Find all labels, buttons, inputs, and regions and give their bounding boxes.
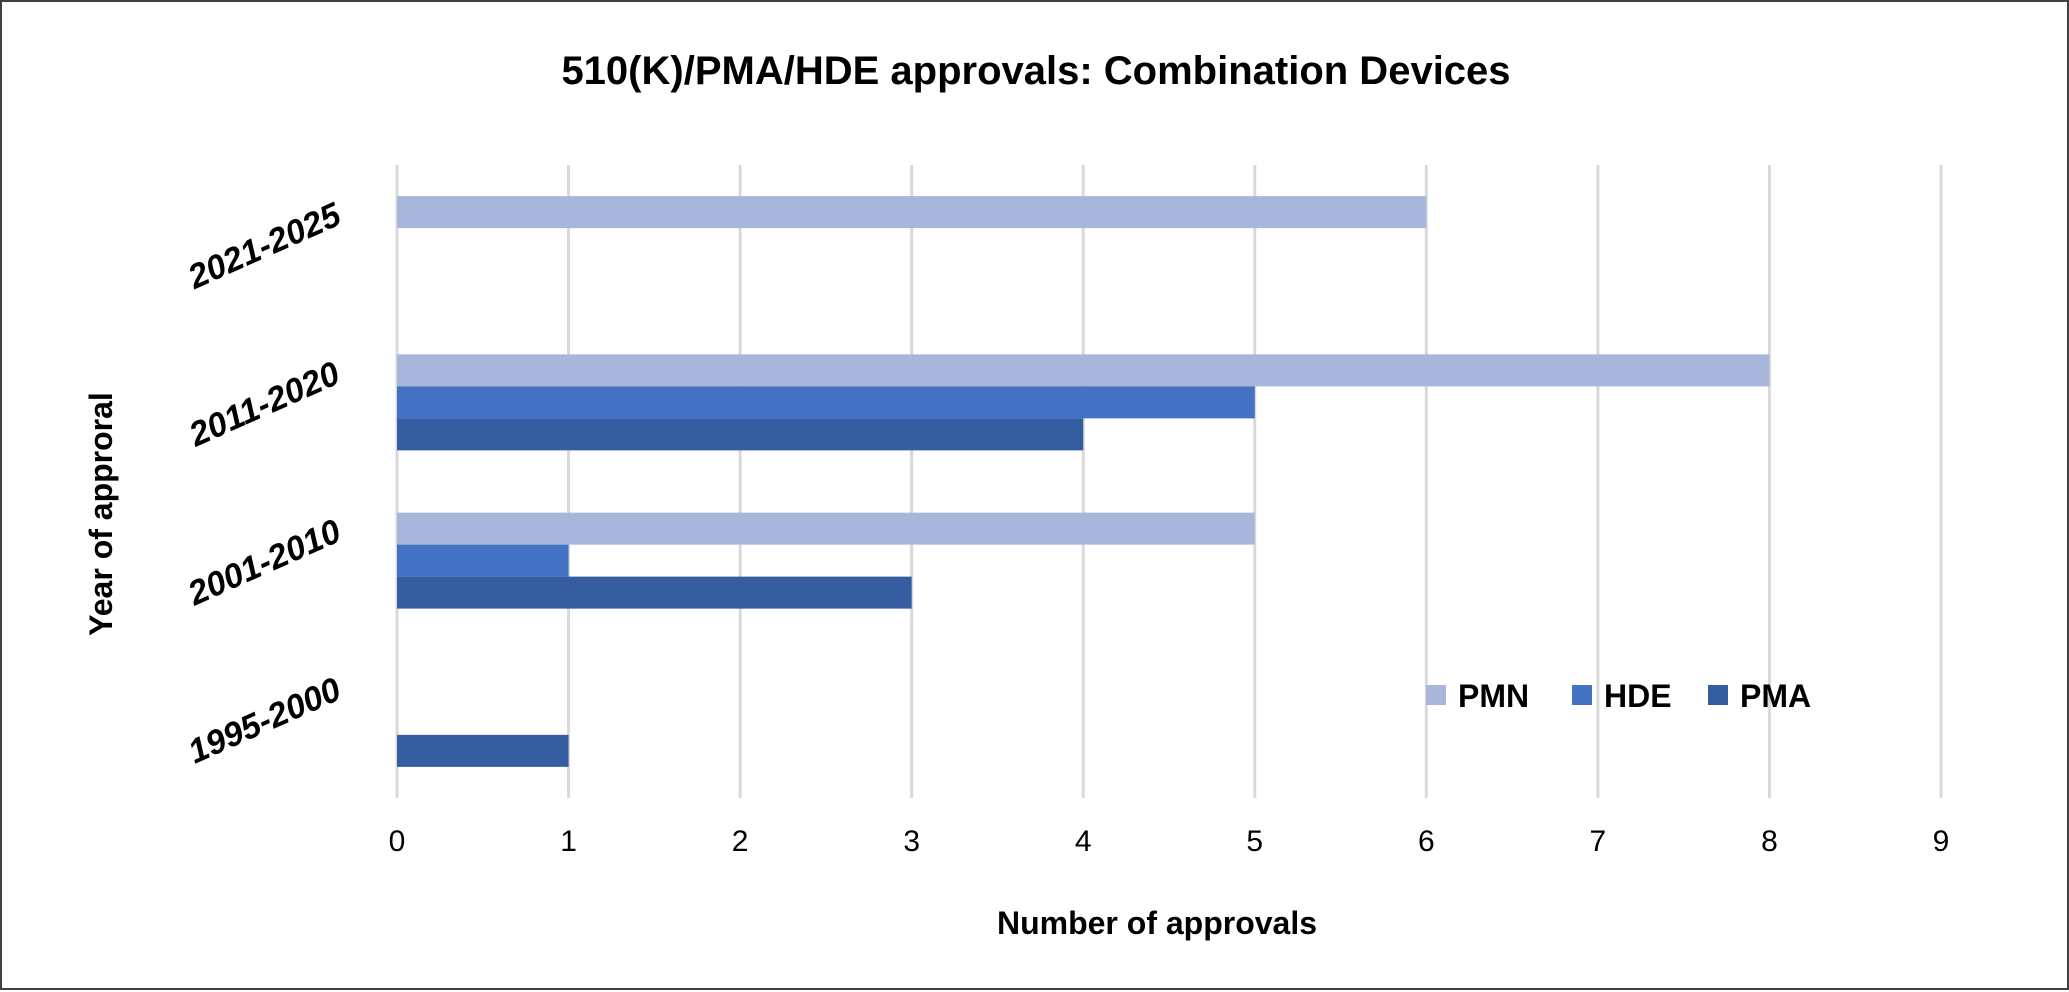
chart-title: 510(K)/PMA/HDE approvals: Combination De…	[561, 49, 1510, 93]
legend: PMN HDE PMA	[1426, 678, 1811, 714]
x-tick-label: 3	[903, 825, 920, 858]
category-label: 2001-2010	[182, 512, 347, 613]
y-axis-label: Year of approral	[83, 392, 119, 636]
category-labels: 1995-2000 2001-2010 2011-2020 2021-2025	[182, 195, 348, 771]
bar-hde-2011-2020	[397, 386, 1255, 419]
legend-label-pmn: PMN	[1458, 678, 1529, 714]
x-tick-labels: 0 1 2 3 4 5 6 7 8 9	[389, 825, 1950, 858]
bar-pmn-2021-2025	[397, 196, 1427, 229]
category-label: 2011-2020	[183, 354, 346, 454]
bars	[397, 196, 1770, 767]
x-tick-label: 7	[1590, 825, 1607, 858]
legend-swatch-pma	[1708, 685, 1728, 705]
legend-label-pma: PMA	[1740, 678, 1811, 714]
legend-swatch-pmn	[1426, 685, 1446, 705]
x-tick-label: 9	[1933, 825, 1950, 858]
legend-label-hde: HDE	[1604, 678, 1672, 714]
x-axis-label: Number of approvals	[997, 905, 1317, 941]
x-tick-label: 1	[560, 825, 577, 858]
bar-pmn-2011-2020	[397, 354, 1770, 387]
x-tick-label: 8	[1761, 825, 1778, 858]
x-tick-label: 5	[1246, 825, 1263, 858]
bar-pma-2001-2010	[397, 576, 912, 609]
bar-hde-2001-2010	[397, 544, 569, 577]
x-tick-label: 4	[1075, 825, 1092, 858]
bar-pma-2011-2020	[397, 418, 1084, 451]
category-label: 2021-2025	[182, 195, 348, 297]
bar-pmn-2001-2010	[397, 512, 1255, 545]
legend-swatch-hde	[1572, 685, 1592, 705]
x-tick-label: 0	[389, 825, 406, 858]
x-tick-label: 2	[732, 825, 749, 858]
x-tick-label: 6	[1418, 825, 1435, 858]
gridlines	[395, 165, 1943, 798]
bar-pma-1995-2000	[397, 734, 569, 767]
category-label: 1995-2000	[183, 670, 347, 771]
